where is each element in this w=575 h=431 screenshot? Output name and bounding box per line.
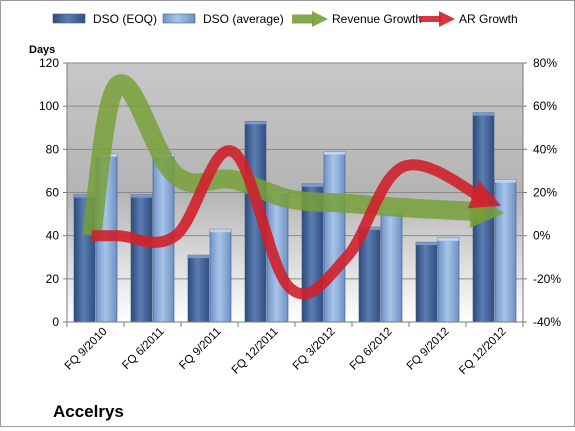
legend-label: DSO (EOQ) (93, 12, 157, 26)
bar-cap (324, 151, 345, 155)
y-tick-label: 0 (52, 315, 59, 329)
bar-cap (210, 229, 231, 233)
x-tick-label: FQ 6/2011 (120, 326, 166, 372)
bar-cap (74, 194, 95, 198)
legend-swatch (52, 13, 86, 24)
axes (63, 62, 527, 327)
growth-lines (82, 74, 505, 300)
legend-arrow-icon (312, 11, 328, 27)
bar (323, 151, 346, 323)
x-tick-label: FQ 12/2012 (457, 326, 508, 377)
y2-tick-label: 0% (533, 229, 551, 243)
bar (437, 237, 460, 323)
y2-tick-label: -20% (533, 272, 561, 286)
y2-tick-label: 40% (533, 142, 557, 156)
y-tick-label: 100 (39, 99, 59, 113)
y-axis-ticks: 0 20 40 60 80 100 120 (39, 56, 59, 329)
x-tick-label: FQ 12/2011 (230, 326, 281, 377)
y-tick-label: 20 (46, 272, 60, 286)
legend-label: AR Growth (459, 12, 518, 26)
bar-cap (473, 112, 494, 116)
bar (130, 194, 153, 323)
y-tick-label: 80 (46, 142, 60, 156)
chart-title: Accelrys (53, 402, 124, 421)
y2-tick-label: 80% (533, 56, 557, 70)
bar-cap (416, 242, 437, 246)
bar (380, 209, 403, 323)
y-axis-title: Days (29, 44, 55, 56)
y-tick-label: 120 (39, 56, 59, 70)
bar-cap (438, 237, 459, 241)
legend-arrow-icon (439, 11, 455, 27)
bar (209, 228, 232, 323)
x-tick-label: FQ 9/2011 (177, 326, 223, 372)
y2-tick-label: 20% (533, 186, 557, 200)
bar (415, 241, 438, 323)
legend: DSO (EOQ) DSO (average) Revenue Growth AR G… (52, 11, 518, 27)
legend-label: Revenue Growth (332, 12, 422, 26)
y2-tick-label: 60% (533, 99, 557, 113)
x-axis-ticks: FQ 9/2010 FQ 6/2011 FQ 9/2011 FQ 12/2011 FQ … (63, 326, 509, 377)
y2-tick-label: -40% (533, 315, 561, 329)
series-line-ar-growth (91, 145, 502, 300)
bar-cap (495, 179, 516, 183)
legend-label: DSO (average) (203, 12, 284, 26)
y-tick-label: 40 (46, 229, 60, 243)
x-tick-label: FQ 6/2012 (348, 326, 395, 373)
bar-cap (188, 255, 209, 259)
bar (187, 254, 210, 323)
y-tick-label: 60 (46, 186, 60, 200)
y2-axis-ticks: -40% -20% 0% 20% 40% 60% 80% (533, 56, 561, 329)
bar-cap (245, 121, 266, 125)
legend-swatch (162, 13, 196, 24)
series-line-revenue-growth (82, 74, 505, 238)
x-tick-label: FQ 9/2010 (63, 326, 110, 373)
x-tick-label: FQ 9/2012 (405, 326, 452, 373)
bar (494, 179, 517, 323)
x-tick-label: FQ 3/2012 (291, 326, 338, 373)
bar-cap (302, 183, 323, 187)
bar-cap (131, 194, 152, 198)
